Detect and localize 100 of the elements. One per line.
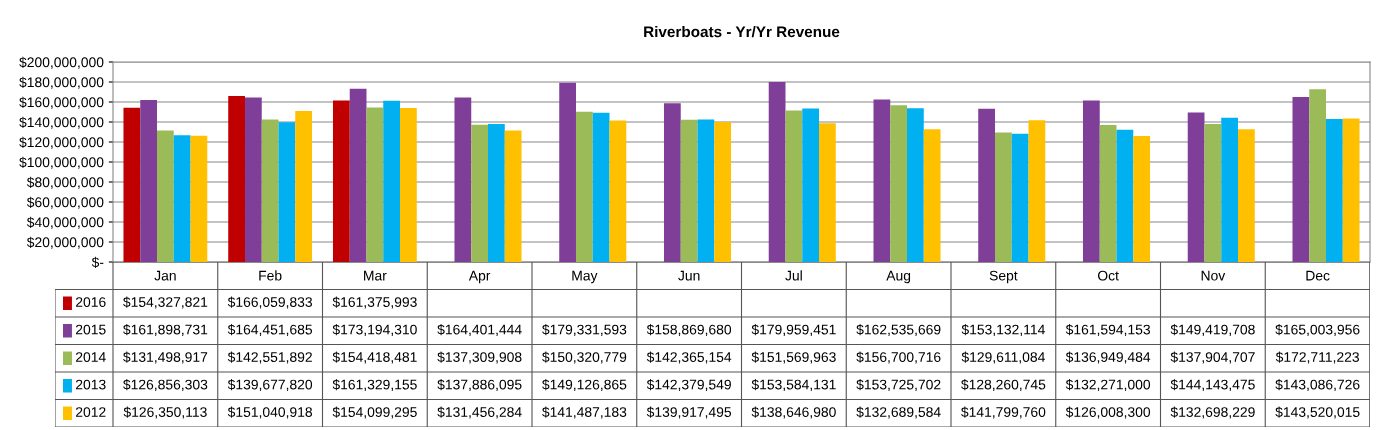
data-label: $141,487,183	[542, 406, 627, 419]
data-label: $142,379,549	[646, 379, 731, 392]
bar	[1292, 97, 1310, 262]
x-tick-label: Jan	[154, 270, 176, 281]
bar	[873, 99, 891, 262]
bar	[471, 124, 488, 262]
bar	[400, 107, 417, 262]
data-label: $161,594,153	[1065, 324, 1150, 337]
y-tick-label: $160,000,000	[19, 96, 104, 109]
data-label: $137,886,095	[437, 379, 522, 392]
bar	[278, 122, 296, 262]
bar	[488, 124, 505, 262]
bar	[680, 119, 698, 262]
data-label: $172,711,223	[1275, 351, 1359, 364]
bar	[295, 110, 313, 262]
data-label: $173,194,310	[332, 324, 417, 337]
data-label: $154,327,821	[123, 296, 208, 309]
data-label: $153,132,114	[961, 324, 1045, 337]
data-label: $161,375,993	[332, 296, 417, 309]
data-label: $139,917,495	[646, 406, 732, 419]
data-label: $161,329,155	[332, 379, 417, 392]
data-label: $164,401,444	[437, 324, 522, 337]
bar	[785, 110, 803, 262]
x-tick-label: Dec	[1306, 270, 1330, 281]
legend-label: 2016	[76, 297, 106, 307]
legend-label: 2015	[76, 324, 106, 335]
x-tick-label: Nov	[1201, 270, 1226, 281]
data-label: $158,869,680	[646, 324, 732, 337]
bar	[768, 82, 786, 262]
y-tick-label: $100,000,000	[19, 156, 104, 169]
bar	[697, 119, 715, 262]
y-tick-label: $80,000,000	[26, 176, 104, 189]
legend-label: 2013	[76, 379, 106, 390]
bar	[1011, 133, 1029, 262]
bar	[349, 88, 367, 262]
data-label: $131,456,284	[437, 406, 522, 419]
data-label: $164,451,685	[227, 324, 313, 337]
data-label: $131,498,917	[123, 351, 208, 364]
data-label: $137,309,908	[437, 351, 522, 364]
data-label: $151,569,963	[751, 351, 836, 364]
bar	[1116, 129, 1134, 262]
bar	[609, 120, 627, 262]
data-label: $153,584,131	[751, 379, 836, 392]
data-label: $132,271,000	[1065, 379, 1151, 392]
y-tick-label: $-	[91, 256, 104, 268]
data-label: $143,520,015	[1275, 406, 1360, 419]
bar	[1309, 89, 1326, 262]
data-label: $126,350,113	[123, 406, 207, 419]
bar	[173, 135, 191, 262]
data-label: $165,003,956	[1275, 324, 1360, 337]
bar	[1028, 120, 1046, 262]
y-tick-label: $200,000,000	[19, 56, 104, 69]
bar	[907, 108, 924, 262]
bar	[157, 130, 174, 262]
bar	[1133, 135, 1151, 262]
data-label: $142,365,154	[646, 351, 732, 364]
bar	[332, 100, 350, 262]
data-label: $156,700,716	[856, 351, 941, 364]
data-label: $153,725,702	[856, 379, 941, 392]
data-label: $151,040,918	[227, 406, 313, 419]
data-label: $132,689,584	[856, 406, 941, 419]
bar	[923, 129, 941, 262]
data-label: $161,898,731	[123, 324, 208, 337]
data-label: $154,099,295	[332, 406, 417, 419]
bar	[261, 119, 279, 262]
data-label: $179,959,451	[751, 324, 836, 337]
bar	[994, 132, 1012, 262]
data-label: $141,799,760	[961, 406, 1046, 419]
legend-label: 2012	[76, 407, 106, 417]
bar	[890, 105, 907, 262]
data-label: $179,331,593	[542, 324, 627, 337]
x-tick-label: Feb	[259, 270, 282, 281]
data-label: $126,008,300	[1065, 406, 1151, 419]
bar	[190, 135, 208, 262]
data-label: $136,949,484	[1065, 351, 1151, 364]
bar	[383, 100, 401, 262]
bar	[1187, 112, 1205, 262]
x-tick-label: Jul	[785, 270, 802, 281]
data-label: $137,904,707	[1170, 351, 1255, 364]
bar	[228, 95, 245, 262]
bar	[1204, 124, 1222, 262]
bar	[366, 107, 384, 262]
data-label: $149,126,865	[542, 379, 627, 392]
data-label: $142,551,892	[227, 351, 312, 364]
x-tick-label: Jun	[678, 270, 700, 281]
data-label: $144,143,475	[1170, 379, 1255, 392]
data-label: $128,260,745	[961, 379, 1046, 392]
bar	[1082, 100, 1100, 262]
x-tick-label: Sept	[989, 270, 1018, 284]
data-label: $149,419,708	[1170, 324, 1255, 337]
x-tick-label: Aug	[886, 270, 911, 284]
data-label: $138,646,980	[751, 406, 836, 419]
data-label: $129,611,084	[961, 351, 1045, 364]
bar	[1221, 117, 1239, 262]
data-label: $166,059,833	[227, 296, 312, 309]
y-tick-label: $60,000,000	[26, 196, 104, 209]
bar	[663, 103, 681, 262]
bar	[244, 97, 262, 262]
bar	[819, 123, 836, 262]
bar	[559, 82, 576, 262]
